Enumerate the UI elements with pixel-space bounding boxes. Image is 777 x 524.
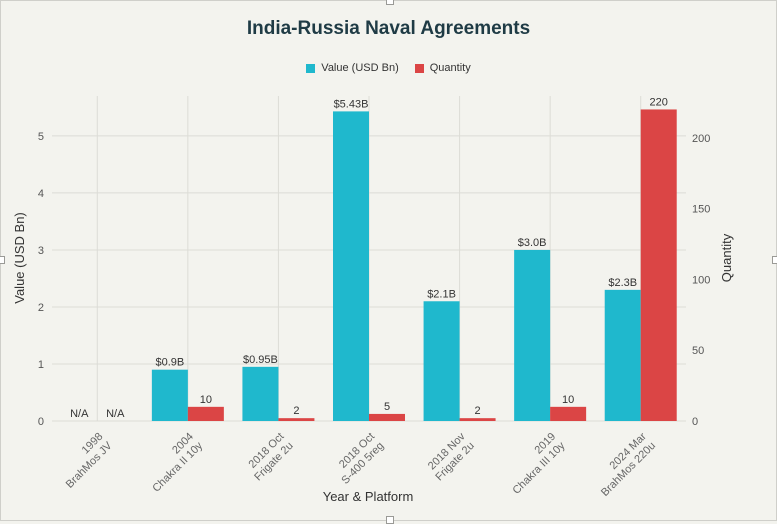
data-label-value: $0.9B xyxy=(155,357,184,369)
x-tick-label-text: 2004Chakra II 10y xyxy=(141,430,205,494)
x-axis-title: Year & Platform xyxy=(323,489,414,504)
x-tick-label: 2019Chakra III 10y xyxy=(501,430,568,497)
x-tick-label-text: 2018 OctFrigate 2u xyxy=(243,431,296,484)
y-tick-label: 1 xyxy=(38,359,44,371)
y2-axis-title: Quantity xyxy=(719,233,734,282)
x-tick-label: 1998BrahMos JV xyxy=(55,430,116,491)
resize-handle-left[interactable] xyxy=(0,256,5,264)
data-label-value: $5.43B xyxy=(334,98,369,110)
legend-swatch-value xyxy=(306,63,316,73)
x-tick-label: 2018 OctFrigate 2u xyxy=(243,431,296,484)
x-tick-label: 2018 OctS-400 5reg xyxy=(330,431,386,487)
data-label-quantity: N/A xyxy=(106,408,125,420)
legend-item-quantity[interactable]: Quantity xyxy=(414,62,471,74)
data-label-quantity: 10 xyxy=(562,394,574,406)
x-tick-label: 2004Chakra II 10y xyxy=(141,430,205,495)
resize-handle-right[interactable] xyxy=(772,256,777,264)
y2-tick-label: 200 xyxy=(692,133,710,145)
x-tick-label-text: 2019Chakra III 10y xyxy=(501,430,567,496)
bar-value xyxy=(151,369,188,421)
bar-quantity xyxy=(640,109,677,421)
data-label-quantity: 5 xyxy=(384,401,390,413)
data-label-value: $3.0B xyxy=(518,237,547,249)
y-tick-label: 5 xyxy=(38,131,44,143)
bar-quantity xyxy=(187,406,224,421)
y2-tick-label: 50 xyxy=(692,345,704,357)
data-label-value: $2.3B xyxy=(608,277,637,289)
bar-value xyxy=(604,289,641,421)
y2-tick-label: 150 xyxy=(692,204,710,216)
legend-label-value: Value (USD Bn) xyxy=(321,62,399,74)
data-label-quantity: 220 xyxy=(650,96,668,108)
bar-value xyxy=(242,366,279,421)
data-label-value: N/A xyxy=(70,408,89,420)
legend-label-quantity: Quantity xyxy=(429,62,471,74)
data-labels-group: N/A N/A $0.9B 10 $0.95B 2 $5.43B 5 $2.1B 2 $3.0B 10… xyxy=(70,96,668,420)
y-tick-label: 2 xyxy=(38,302,44,314)
data-label-quantity: 2 xyxy=(293,405,299,417)
data-label-value: $0.95B xyxy=(243,354,278,366)
bar-quantity xyxy=(278,418,315,421)
legend-swatch-quantity xyxy=(414,63,424,73)
bar-quantity xyxy=(369,413,405,421)
bar-value xyxy=(423,301,460,421)
resize-handle-top[interactable] xyxy=(386,0,394,5)
x-tick-label-text: 2024 MarBrahMos 220u xyxy=(590,430,658,498)
x-tick-label-text: 1998BrahMos JV xyxy=(55,430,116,491)
x-tick-label: 2018 NovFrigate 2u xyxy=(424,430,477,483)
y-tick-label: 0 xyxy=(38,416,44,428)
y2-tick-label: 0 xyxy=(692,416,698,428)
x-tick-label-text: 2018 OctS-400 5reg xyxy=(330,431,386,487)
y-axis-title: Value (USD Bn) xyxy=(12,212,27,304)
bar-value xyxy=(514,249,551,421)
bars-group xyxy=(151,109,677,421)
y-tick-label: 4 xyxy=(38,188,44,200)
data-label-quantity: 10 xyxy=(200,394,212,406)
x-tick-label-text: 2018 NovFrigate 2u xyxy=(424,430,477,483)
data-label-quantity: 2 xyxy=(475,405,481,417)
y-tick-label: 3 xyxy=(38,245,44,257)
bar-quantity xyxy=(550,406,587,421)
y2-tick-label: 100 xyxy=(692,274,710,286)
legend-item-value[interactable]: Value (USD Bn) xyxy=(306,62,399,74)
x-tick-label: 2024 MarBrahMos 220u xyxy=(590,430,658,498)
bar-quantity xyxy=(459,418,496,421)
data-label-value: $2.1B xyxy=(427,288,456,300)
bar-value xyxy=(333,111,369,421)
chart-legend: Value (USD Bn) Quantity xyxy=(0,62,777,74)
chart-title: India-Russia Naval Agreements xyxy=(246,18,531,39)
